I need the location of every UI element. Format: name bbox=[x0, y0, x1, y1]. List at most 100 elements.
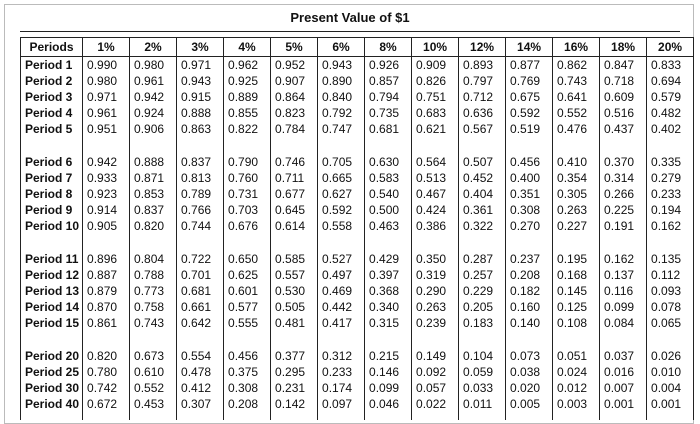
cell: 0.826 bbox=[411, 73, 460, 89]
cell: 0.907 bbox=[270, 73, 319, 89]
table-row: Period 1 0.990 0.980 0.971 0.962 0.952 0.943 0.… bbox=[19, 56, 695, 73]
cell: 0.233 bbox=[646, 186, 695, 202]
cell: 0.315 bbox=[364, 315, 413, 339]
cell: 0.162 bbox=[599, 242, 648, 267]
cell: 0.312 bbox=[317, 339, 366, 364]
cell: 0.137 bbox=[599, 267, 648, 283]
cell: 0.335 bbox=[646, 145, 695, 170]
cell: 0.942 bbox=[129, 89, 178, 105]
cell: 0.773 bbox=[129, 283, 178, 299]
cell: 0.026 bbox=[646, 339, 695, 364]
cell: 0.001 bbox=[599, 396, 648, 420]
cell: 0.305 bbox=[552, 186, 601, 202]
cell: 0.046 bbox=[364, 396, 413, 420]
cell: 0.933 bbox=[82, 170, 131, 186]
cell: 0.429 bbox=[364, 242, 413, 267]
cell: 0.564 bbox=[411, 145, 460, 170]
cell: 0.909 bbox=[411, 56, 460, 73]
cell: 0.033 bbox=[458, 380, 507, 396]
cell: 0.146 bbox=[364, 364, 413, 380]
cell: 0.191 bbox=[599, 218, 648, 242]
column-header: 3% bbox=[176, 37, 225, 57]
column-header: 8% bbox=[364, 37, 413, 57]
cell: 0.641 bbox=[552, 89, 601, 105]
cell: 0.011 bbox=[458, 396, 507, 420]
cell: 0.097 bbox=[317, 396, 366, 420]
table-row: Period 2 0.980 0.961 0.943 0.925 0.907 0.890 0.… bbox=[19, 73, 695, 89]
cell: 0.896 bbox=[82, 242, 131, 267]
cell: 0.853 bbox=[129, 186, 178, 202]
cell: 0.942 bbox=[82, 145, 131, 170]
rule bbox=[20, 31, 680, 32]
cell: 0.174 bbox=[317, 380, 366, 396]
cell: 0.857 bbox=[364, 73, 413, 89]
cell: 0.125 bbox=[552, 299, 601, 315]
header-row: Periods 1% 2% 3% 4% 5% 6% 8% 10% 12% 14% 16% 18% 20% bbox=[19, 37, 695, 57]
cell: 0.870 bbox=[82, 299, 131, 315]
cell: 0.804 bbox=[129, 242, 178, 267]
cell: 0.971 bbox=[176, 56, 225, 73]
cell: 0.104 bbox=[458, 339, 507, 364]
cell: 0.790 bbox=[223, 145, 272, 170]
cell: 0.877 bbox=[505, 56, 554, 73]
cell: 0.160 bbox=[505, 299, 554, 315]
cell: 0.099 bbox=[599, 299, 648, 315]
cell: 0.530 bbox=[270, 283, 319, 299]
row-label: Period 10 bbox=[19, 218, 84, 242]
column-header: 10% bbox=[411, 37, 460, 57]
cell: 0.519 bbox=[505, 121, 554, 145]
cell: 0.003 bbox=[552, 396, 601, 420]
cell: 0.266 bbox=[599, 186, 648, 202]
cell: 0.361 bbox=[458, 202, 507, 218]
cell: 0.497 bbox=[317, 267, 366, 283]
cell: 0.057 bbox=[411, 380, 460, 396]
cell: 0.833 bbox=[646, 56, 695, 73]
table-row: Period 13 0.879 0.773 0.681 0.601 0.530 0.469 0… bbox=[19, 283, 695, 299]
table-row: Period 11 0.896 0.804 0.722 0.650 0.585 0.527 0… bbox=[19, 242, 695, 267]
cell: 0.552 bbox=[552, 105, 601, 121]
cell: 0.864 bbox=[270, 89, 319, 105]
column-header: 4% bbox=[223, 37, 272, 57]
page: {"title": "Present Value of $1", "table"… bbox=[4, 4, 695, 424]
cell: 0.672 bbox=[82, 396, 131, 420]
cell: 0.516 bbox=[599, 105, 648, 121]
cell: 0.837 bbox=[176, 145, 225, 170]
cell: 0.592 bbox=[317, 202, 366, 218]
cell: 0.681 bbox=[176, 283, 225, 299]
cell: 0.456 bbox=[505, 145, 554, 170]
cell: 0.579 bbox=[646, 89, 695, 105]
cell: 0.879 bbox=[82, 283, 131, 299]
cell: 0.022 bbox=[411, 396, 460, 420]
table-row: Period 14 0.870 0.758 0.661 0.577 0.505 0.442 0… bbox=[19, 299, 695, 315]
cell: 0.322 bbox=[458, 218, 507, 242]
cell: 0.476 bbox=[552, 121, 601, 145]
row-label: Period 3 bbox=[19, 89, 84, 105]
cell: 0.555 bbox=[223, 315, 272, 339]
cell: 0.467 bbox=[411, 186, 460, 202]
cell: 0.194 bbox=[646, 202, 695, 218]
cell: 0.862 bbox=[552, 56, 601, 73]
cell: 0.823 bbox=[270, 105, 319, 121]
cell: 0.099 bbox=[364, 380, 413, 396]
cell: 0.820 bbox=[129, 218, 178, 242]
cell: 0.887 bbox=[82, 267, 131, 283]
cell: 0.980 bbox=[82, 73, 131, 89]
cell: 0.295 bbox=[270, 364, 319, 380]
cell: 0.583 bbox=[364, 170, 413, 186]
cell: 0.906 bbox=[129, 121, 178, 145]
cell: 0.037 bbox=[599, 339, 648, 364]
cell: 0.257 bbox=[458, 267, 507, 283]
cell: 0.758 bbox=[129, 299, 178, 315]
cell: 0.760 bbox=[223, 170, 272, 186]
cell: 0.855 bbox=[223, 105, 272, 121]
cell: 0.481 bbox=[270, 315, 319, 339]
column-header: 1% bbox=[82, 37, 131, 57]
table-row: Period 4 0.961 0.924 0.888 0.855 0.823 0.792 0.… bbox=[19, 105, 695, 121]
cell: 0.182 bbox=[505, 283, 554, 299]
cell: 0.195 bbox=[552, 242, 601, 267]
cell: 0.731 bbox=[223, 186, 272, 202]
cell: 0.665 bbox=[317, 170, 366, 186]
cell: 0.314 bbox=[599, 170, 648, 186]
cell: 0.279 bbox=[646, 170, 695, 186]
cell: 0.780 bbox=[82, 364, 131, 380]
